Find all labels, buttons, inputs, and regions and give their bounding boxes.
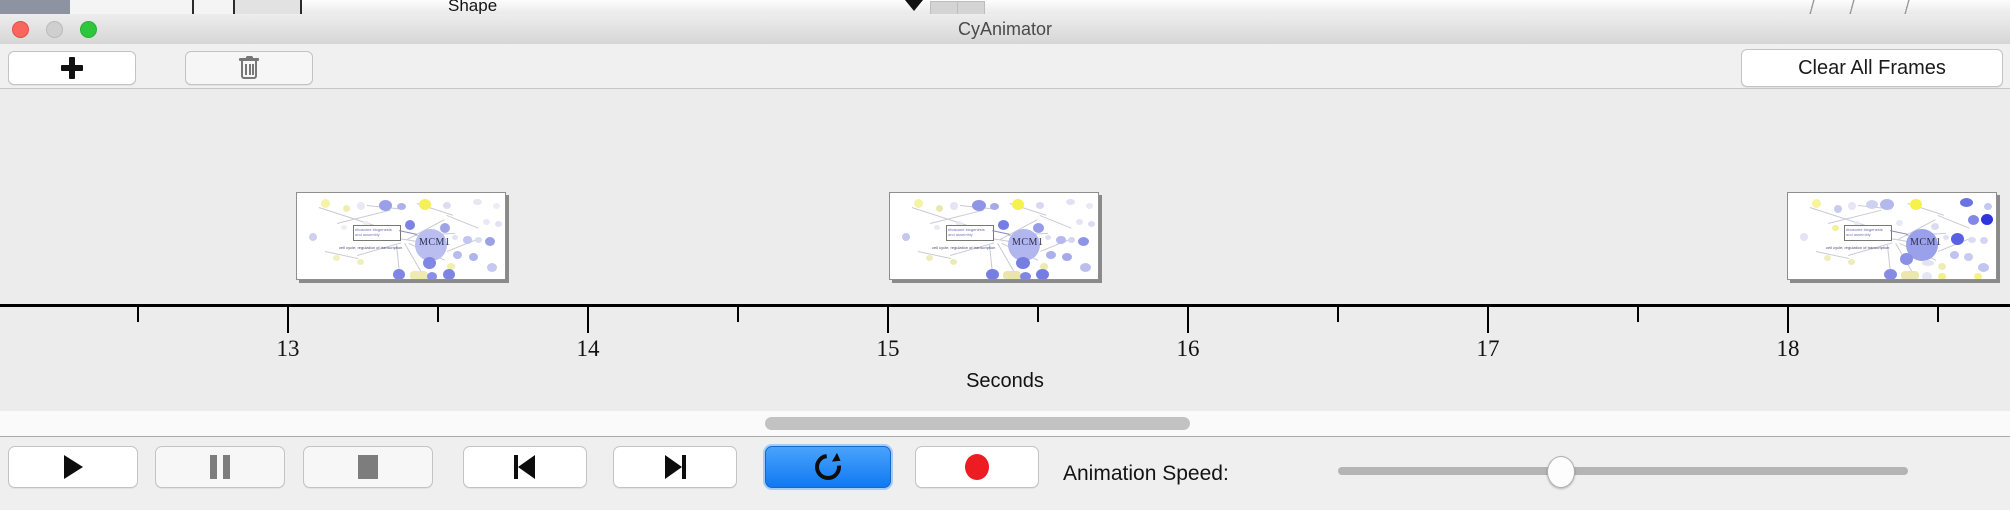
ruler-tick-minor xyxy=(1337,307,1339,322)
play-icon xyxy=(63,455,83,479)
ruler-tick-label: 14 xyxy=(576,336,600,361)
frame-thumbnail[interactable]: MCM1 xyxy=(1787,192,1997,280)
skip-to-start-button[interactable] xyxy=(463,446,587,488)
background-window-slant xyxy=(1845,0,1859,14)
scrollbar-thumb[interactable] xyxy=(765,417,1190,430)
record-icon xyxy=(965,454,989,480)
ruler-tick-label: 17 xyxy=(1476,336,1500,361)
animation-speed-slider-thumb[interactable] xyxy=(1547,456,1576,488)
loop-button[interactable] xyxy=(765,446,891,488)
ruler-tick-major xyxy=(587,307,589,333)
animation-speed-slider[interactable] xyxy=(1338,456,1908,488)
background-window-box xyxy=(930,1,958,14)
background-window-slant xyxy=(1900,0,1914,14)
background-window-segment xyxy=(235,0,301,14)
background-window-slant xyxy=(1805,0,1819,14)
ruler-tick-minor xyxy=(1637,307,1639,322)
ruler-tick-minor xyxy=(137,307,139,322)
ruler-tick-minor xyxy=(1037,307,1039,322)
minimize-button[interactable] xyxy=(46,21,63,38)
clear-all-frames-button[interactable]: Clear All Frames xyxy=(1741,49,2003,87)
ruler-tick-label: 15 xyxy=(876,336,900,361)
network-preview: MCM1 xyxy=(890,193,1098,279)
timeline-panel[interactable]: MCM1 xyxy=(0,89,2010,412)
network-preview: MCM1 xyxy=(1788,193,1996,279)
background-window-segment xyxy=(190,0,236,14)
ruler-tick-minor xyxy=(437,307,439,322)
pause-icon xyxy=(210,455,230,479)
pause-button[interactable] xyxy=(155,446,285,488)
ruler-unit-label: Seconds xyxy=(966,370,1044,392)
background-window-strip: Shape xyxy=(0,0,2010,15)
network-preview: MCM1 xyxy=(297,193,505,279)
timeline-ruler[interactable]: 2131415161718 Seconds xyxy=(0,304,2010,411)
skip-back-icon xyxy=(513,455,537,479)
ruler-axis xyxy=(0,304,2010,307)
ruler-tick-major xyxy=(1787,307,1789,333)
skip-forward-icon xyxy=(663,455,687,479)
title-bar[interactable]: CyAnimator xyxy=(0,14,2010,45)
frame-thumbnail[interactable]: MCM1 xyxy=(889,192,1099,280)
background-window-tick xyxy=(233,0,235,14)
timeline-horizontal-scrollbar[interactable] xyxy=(0,411,2010,437)
record-button[interactable] xyxy=(915,446,1039,488)
stop-button[interactable] xyxy=(303,446,433,488)
ruler-tick-major xyxy=(1487,307,1489,333)
background-window-box xyxy=(957,1,985,14)
delete-frame-button[interactable] xyxy=(185,51,313,85)
trash-icon xyxy=(239,56,259,80)
add-frame-button[interactable] xyxy=(8,51,136,85)
ruler-tick-label: 18 xyxy=(1776,336,1800,361)
window-controls xyxy=(12,21,97,38)
background-window-dark-segment xyxy=(0,0,70,14)
zoom-button[interactable] xyxy=(80,21,97,38)
frames-layer: MCM1 xyxy=(0,89,2010,304)
stop-icon xyxy=(358,455,378,479)
play-button[interactable] xyxy=(8,446,138,488)
ruler-tick-major xyxy=(287,307,289,333)
ruler-tick-label: 16 xyxy=(1176,336,1200,361)
background-window-label: Shape xyxy=(448,0,498,15)
ruler-tick-major xyxy=(1187,307,1189,333)
playback-bar: Animation Speed: xyxy=(0,437,2010,510)
ruler-tick-major xyxy=(887,307,889,333)
close-button[interactable] xyxy=(12,21,29,38)
ruler-tick-minor xyxy=(1937,307,1939,322)
window-title: CyAnimator xyxy=(957,19,1053,39)
frame-thumbnail[interactable]: MCM1 xyxy=(296,192,506,280)
ruler-tick-label: 13 xyxy=(276,336,300,361)
animation-speed-label: Animation Speed: xyxy=(1063,462,1229,485)
background-window-tick xyxy=(192,0,194,14)
background-window-tick xyxy=(300,0,302,14)
background-window-segment xyxy=(150,0,191,14)
toolbar: Clear All Frames xyxy=(0,44,2010,89)
plus-icon xyxy=(61,57,83,79)
background-window-segment xyxy=(70,0,151,14)
background-window-wedge-icon xyxy=(905,0,923,11)
ruler-tick-minor xyxy=(737,307,739,322)
loop-icon xyxy=(809,448,847,486)
skip-to-end-button[interactable] xyxy=(613,446,737,488)
